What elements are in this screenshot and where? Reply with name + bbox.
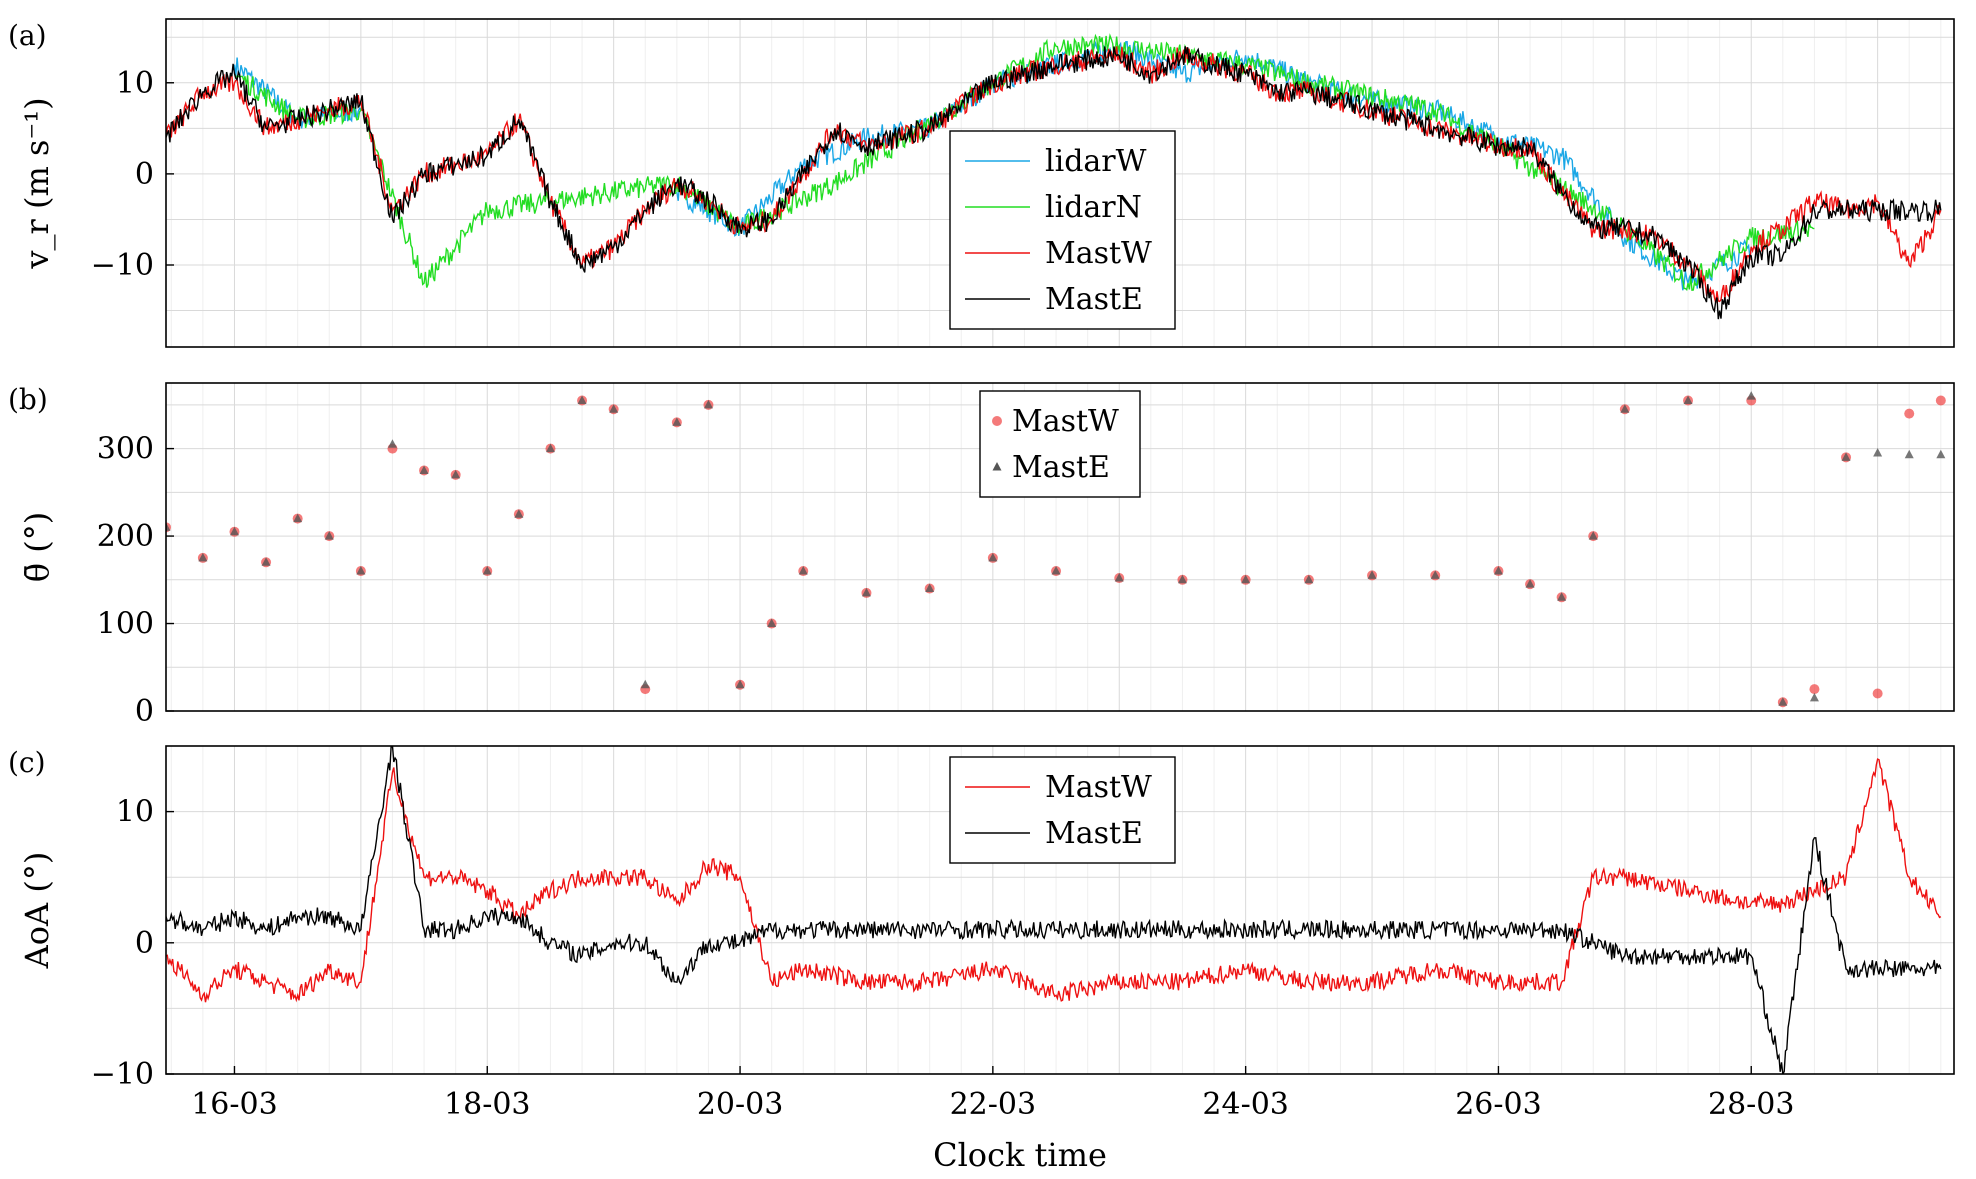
legend-entry-mastw: MastW xyxy=(1045,236,1152,271)
panel-tag: (a) xyxy=(8,19,47,52)
point-maste xyxy=(1051,566,1061,575)
y-tick-label: 100 xyxy=(97,607,154,642)
point-maste xyxy=(293,513,303,523)
point-maste xyxy=(672,417,682,426)
point-maste xyxy=(1525,579,1535,588)
point-mastw xyxy=(1935,395,1946,406)
point-maste xyxy=(1746,391,1756,400)
x-tick-label: 28-03 xyxy=(1708,1087,1794,1122)
point-maste xyxy=(1493,566,1503,575)
series-maste-points xyxy=(166,391,1946,706)
point-maste xyxy=(767,618,777,628)
legend: MastW MastE xyxy=(979,390,1141,498)
point-maste xyxy=(861,587,871,597)
point-maste xyxy=(1114,573,1124,582)
point-maste xyxy=(735,679,745,689)
panel-a: −10 0 10 v_r (m s⁻¹) (a) lidarW lidarN MastW Mas… xyxy=(8,18,1955,348)
grid xyxy=(166,383,1954,712)
panel-tag: (b) xyxy=(8,383,48,416)
x-tick-label: 22-03 xyxy=(950,1087,1036,1122)
point-maste xyxy=(419,465,429,474)
point-maste xyxy=(1683,395,1693,404)
point-maste xyxy=(1936,449,1946,459)
y-axis-label: AoA (°) xyxy=(18,852,56,970)
series-maste-line xyxy=(166,746,1942,1074)
legend-entry-lidarn: lidarN xyxy=(1045,190,1142,225)
axes-frame xyxy=(165,18,1955,348)
legend-entry-mastw: MastW xyxy=(1045,770,1152,805)
y-axis-label: v_r (m s⁻¹) xyxy=(18,97,56,269)
y-tick-label: 200 xyxy=(97,519,154,554)
x-tick-label: 26-03 xyxy=(1455,1087,1541,1122)
point-maste xyxy=(1588,531,1598,540)
point-mastw xyxy=(1872,688,1883,699)
plot-area xyxy=(166,33,1942,320)
y-tick-label: 10 xyxy=(116,66,154,101)
y-axis-label: θ̄ (°) xyxy=(18,512,56,582)
point-maste xyxy=(609,404,619,413)
x-tick-label: 20-03 xyxy=(697,1087,783,1122)
x-tick-label: 16-03 xyxy=(191,1087,277,1122)
point-maste xyxy=(387,439,397,448)
y-tick-label: 0 xyxy=(135,926,154,961)
point-maste xyxy=(1177,574,1187,584)
point-maste xyxy=(229,526,239,536)
point-maste xyxy=(1241,574,1251,584)
x-tick-label: 24-03 xyxy=(1202,1087,1288,1122)
axes-frame xyxy=(165,382,1955,712)
point-maste xyxy=(324,531,334,540)
x-axis-label: Clock time xyxy=(933,1136,1107,1174)
point-maste xyxy=(1557,592,1567,601)
panel-tag: (c) xyxy=(8,746,46,779)
y-tick-label: 0 xyxy=(135,694,154,729)
point-maste xyxy=(451,469,461,479)
legend-entry-maste: MastE xyxy=(1045,282,1143,317)
y-tick-label: 0 xyxy=(135,157,154,192)
legend-entry-maste: MastE xyxy=(1012,450,1110,485)
legend: lidarW lidarN MastW MastE xyxy=(949,130,1176,330)
point-maste xyxy=(577,395,587,404)
y-tick-label: −10 xyxy=(91,248,154,283)
point-maste xyxy=(1841,452,1851,461)
point-maste xyxy=(988,552,998,562)
point-maste xyxy=(1304,574,1314,584)
legend-entry-lidarw: lidarW xyxy=(1045,144,1147,179)
axes-frame xyxy=(165,745,1955,1075)
point-maste xyxy=(798,566,808,575)
y-tick-label: 300 xyxy=(97,432,154,467)
point-maste xyxy=(1778,697,1788,706)
y-tick-label: 10 xyxy=(116,795,154,830)
panel-c: −10 0 10 AoA (°) (c) 16-03 18-03 20-03 22-03 24-0… xyxy=(8,745,1955,1174)
point-maste xyxy=(356,566,366,575)
point-maste xyxy=(482,566,492,575)
legend: MastW MastE xyxy=(949,756,1176,864)
point-maste xyxy=(166,522,171,531)
point-maste xyxy=(261,557,271,566)
legend-entry-mastw: MastW xyxy=(1012,404,1119,439)
plot-area xyxy=(166,746,1942,1074)
plot-area xyxy=(166,391,1946,708)
x-tick-label: 18-03 xyxy=(444,1087,530,1122)
point-maste xyxy=(1809,692,1819,702)
panel-b: 0 100 200 300 θ̄ (°) (b) MastW MastE xyxy=(8,382,1955,729)
point-maste xyxy=(640,679,650,689)
series-mastw-line xyxy=(166,758,1942,1003)
series-maste-line xyxy=(166,46,1942,320)
y-tick-label: −10 xyxy=(91,1057,154,1092)
point-maste xyxy=(198,552,208,562)
point-maste xyxy=(925,583,935,593)
point-maste xyxy=(1873,447,1883,457)
point-maste xyxy=(514,509,524,518)
point-mastw xyxy=(1809,684,1820,695)
point-maste xyxy=(1620,404,1630,413)
point-mastw xyxy=(1904,408,1915,419)
point-maste xyxy=(1904,449,1914,459)
point-maste xyxy=(703,399,713,409)
point-maste xyxy=(1430,570,1440,579)
point-maste xyxy=(545,443,555,453)
legend-entry-maste: MastE xyxy=(1045,816,1143,851)
point-maste xyxy=(1367,570,1377,579)
grid xyxy=(166,19,1954,347)
